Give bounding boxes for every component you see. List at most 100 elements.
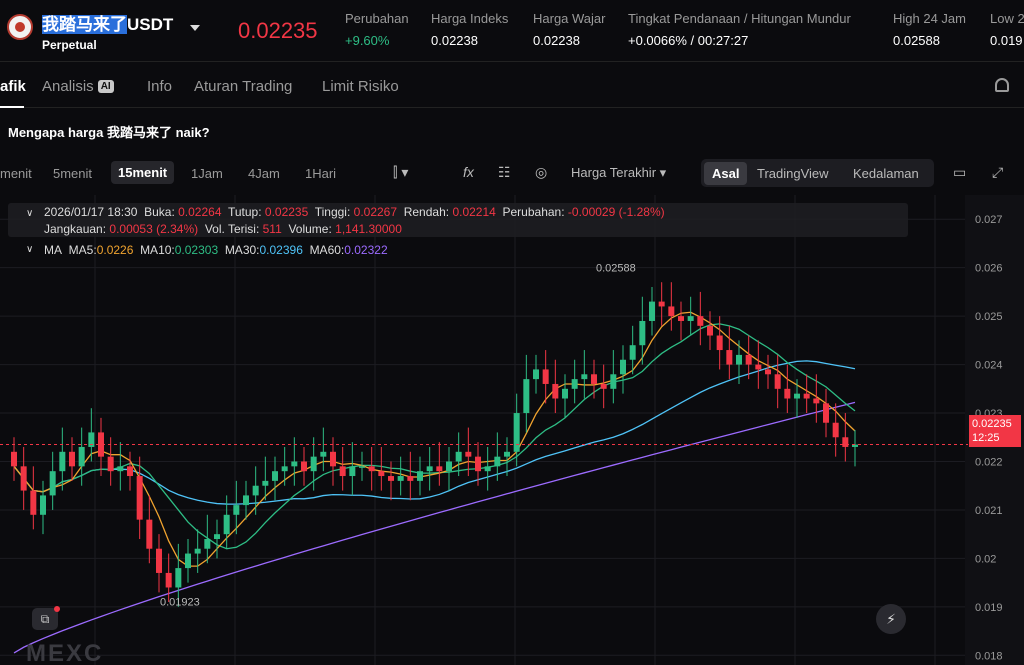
candle-body: [117, 466, 124, 472]
timeframe-5m[interactable]: 5menit: [53, 166, 93, 181]
candle-body: [475, 456, 481, 472]
candle-body: [745, 354, 752, 365]
candle-body: [716, 335, 723, 351]
candle-body: [852, 444, 858, 447]
candle-body: [803, 393, 810, 399]
stat-fair-price: Harga Wajar 0.02238: [533, 11, 606, 48]
candle-body: [513, 413, 520, 452]
candlestick-chart-svg[interactable]: 0.0270.0260.0250.0240.0230.0220.0210.020…: [0, 195, 1024, 665]
y-tick-label: 0.025: [975, 311, 1003, 323]
view-original[interactable]: Asal: [704, 162, 748, 185]
price-question-link[interactable]: Mengapa harga 我踏马来了 naik?: [8, 125, 210, 140]
candle-body: [281, 466, 288, 472]
timeframe-1d[interactable]: 1Hari: [305, 166, 337, 181]
ai-badge-icon: AI: [97, 80, 114, 93]
price-type-select[interactable]: Harga Terakhir ▾: [571, 165, 667, 180]
candle-body: [136, 476, 143, 520]
symbol-name-highlighted: 我踏马来了: [42, 15, 127, 34]
candle-body: [571, 379, 578, 389]
ticker-header: 我踏马来了USDT Perpetual 0.02235 Perubahan +9.…: [0, 0, 1024, 62]
price-chart[interactable]: 0.0270.0260.0250.0240.0230.0220.0210.020…: [0, 195, 1024, 665]
indicator-icon[interactable]: fx: [463, 164, 474, 180]
timeframe-15m[interactable]: 15menit: [111, 161, 175, 184]
timeframe-1m[interactable]: menit: [0, 166, 32, 181]
candle-body: [127, 466, 133, 477]
candle-body: [49, 471, 56, 496]
candle-body: [349, 466, 356, 477]
candle-body: [88, 432, 95, 447]
timeframe-4h[interactable]: 4Jam: [248, 166, 280, 181]
candle-body: [262, 480, 269, 486]
ma-collapse-caret-icon[interactable]: ∨: [26, 244, 34, 255]
flash-icon[interactable]: ⚡: [876, 604, 906, 634]
candle-body: [98, 432, 104, 457]
contract-type: Perpetual: [42, 38, 97, 52]
current-price-tag: 0.02235 12:25: [969, 415, 1021, 447]
main-tabs: afik Analisis AI Info Aturan Trading Limi…: [0, 66, 1024, 108]
candle-body: [330, 451, 336, 467]
ma60-line: [13, 401, 856, 654]
high-annotation: 0.02588: [596, 262, 636, 274]
candle-body: [407, 476, 414, 481]
candle-body: [813, 398, 820, 404]
candle-body: [610, 374, 617, 389]
y-tick-label: 0.024: [975, 360, 1003, 372]
candle-body: [823, 403, 829, 423]
chart-toolbar: menit 5menit 15menit 1Jam 4Jam 1Hari ⫿ ▾…: [0, 155, 1024, 191]
candle-body: [175, 568, 182, 588]
fullscreen-icon[interactable]: ⤢: [992, 164, 1004, 180]
candle-body: [842, 437, 849, 447]
last-price: 0.02235: [238, 18, 318, 43]
ma10-line: [13, 323, 856, 550]
candle-body: [368, 466, 375, 472]
candle-body: [581, 374, 588, 380]
layers-icon[interactable]: ⧉: [32, 608, 58, 630]
y-tick-label: 0.02: [975, 553, 996, 565]
candle-body: [272, 471, 278, 481]
symbol-selector[interactable]: 我踏马来了USDT: [42, 10, 173, 35]
candle-type-icon[interactable]: ⫿ ▾: [393, 164, 409, 180]
candle-body: [533, 369, 539, 380]
candle-body: [542, 369, 549, 384]
tab-risk-limit[interactable]: Limit Risiko: [322, 78, 399, 95]
view-tradingview[interactable]: TradingView: [757, 166, 829, 181]
layout-icon[interactable]: ▭: [953, 164, 967, 180]
tab-info[interactable]: Info: [147, 78, 173, 95]
view-depth[interactable]: Kedalaman: [853, 166, 919, 181]
stat-high-24h: High 24 Jam 0.02588: [893, 11, 966, 48]
ma-legend: ∨ MA MA5:0.0226 MA10:0.02303 MA30:0.0239…: [26, 243, 388, 257]
candle-body: [40, 495, 46, 515]
candle-body: [11, 451, 17, 467]
bell-icon[interactable]: [995, 78, 1009, 92]
candle-body: [832, 422, 839, 438]
collapse-caret-icon[interactable]: ∨: [26, 208, 34, 219]
candle-body: [668, 306, 675, 317]
y-tick-label: 0.026: [975, 263, 1003, 275]
tab-trading-rules[interactable]: Aturan Trading: [194, 78, 293, 95]
camera-icon[interactable]: ◎: [535, 164, 548, 180]
candle-body: [504, 451, 510, 457]
timeframe-1h[interactable]: 1Jam: [191, 166, 223, 181]
coin-logo-icon: [7, 14, 33, 40]
ma5-line: [13, 311, 856, 567]
candle-body: [320, 451, 327, 457]
tab-chart[interactable]: afik: [0, 78, 26, 95]
candle-body: [765, 369, 771, 375]
candle-body: [339, 466, 346, 477]
candle-body: [658, 301, 665, 307]
candle-body: [465, 451, 472, 457]
candle-body: [629, 345, 636, 360]
candle-body: [194, 548, 201, 554]
candle-body: [223, 514, 230, 535]
candle-body: [523, 379, 530, 414]
chevron-down-icon[interactable]: [190, 25, 200, 31]
candle-body: [455, 451, 462, 462]
low-annotation: 0.01923: [160, 597, 200, 609]
list-settings-icon[interactable]: ☷: [498, 164, 511, 180]
stat-funding-rate[interactable]: Tingkat Pendanaan / Hitungan Mundur +0.00…: [628, 11, 851, 48]
candle-body: [784, 388, 791, 399]
candle-body: [446, 461, 452, 472]
ohlc-info-panel: ∨ 2026/01/17 18:30 Buka: 0.02264 Tutup: …: [8, 203, 908, 237]
stat-low-24h: Low 2 0.019: [990, 11, 1024, 48]
tab-analysis[interactable]: Analisis AI: [42, 78, 114, 95]
